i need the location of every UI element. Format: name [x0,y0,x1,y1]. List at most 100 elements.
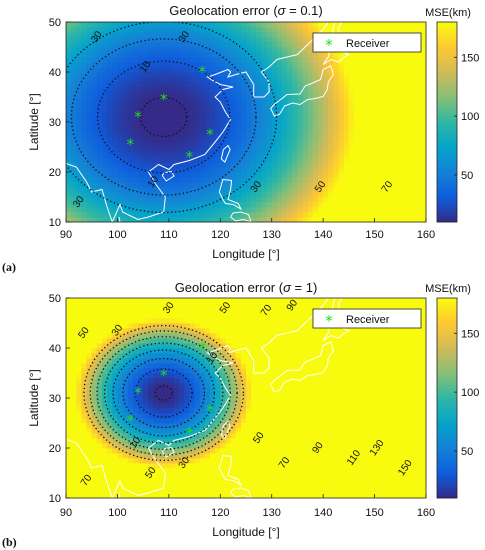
heatmap-cell [71,443,77,449]
heatmap-cell [302,137,309,143]
heatmap-cell [292,348,298,354]
heatmap-cell [86,343,93,349]
heatmap-cell [210,57,216,63]
heatmap-cell [179,32,185,38]
heatmap-cell [194,383,201,389]
heatmap-cell [81,458,87,464]
heatmap-cell [297,413,303,419]
heatmap-cell [333,142,339,148]
heatmap-cell [81,102,87,108]
heatmap-cell [338,207,345,213]
heatmap-cell [318,57,324,63]
heatmap-cell [215,338,221,344]
heatmap-cell [338,212,345,218]
heatmap-cell [215,32,221,38]
heatmap-cell [122,77,129,83]
heatmap-cell [148,303,154,309]
heatmap-cell [276,157,283,163]
heatmap-cell [328,438,334,444]
heatmap-cell [235,187,242,193]
heatmap-cell [302,157,309,163]
heatmap-cell [179,418,185,424]
heatmap-cell [256,308,262,314]
heatmap-cell [297,77,303,83]
heatmap-cell [148,298,154,304]
heatmap-cell [174,338,180,344]
heatmap-cell [76,197,82,203]
heatmap-cell [148,157,154,163]
heatmap-cell [390,92,396,98]
heatmap-cell [174,358,180,364]
heatmap-cell [364,137,370,143]
heatmap-cell [271,418,278,424]
heatmap-cell [297,488,303,494]
heatmap-cell [261,127,267,133]
heatmap-cell [410,27,417,33]
heatmap-cell [204,172,211,178]
heatmap-cell [261,137,267,143]
heatmap-cell [96,132,103,138]
heatmap-cell [163,162,170,168]
heatmap-cell [107,463,113,469]
heatmap-cell [76,358,82,364]
heatmap-cell [132,313,139,319]
heatmap-cell [328,157,334,163]
heatmap-cell [189,187,195,193]
heatmap-cell [333,217,339,223]
heatmap-cell [122,478,129,484]
heatmap-cell [189,182,195,188]
heatmap-cell [318,187,324,193]
heatmap-cell [282,333,288,339]
heatmap-cell [225,303,231,309]
heatmap-cell [420,137,427,143]
heatmap-cell [107,157,113,163]
heatmap-cell [328,473,334,479]
heatmap-cell [66,458,72,464]
heatmap-cell [184,187,190,193]
heatmap-cell [256,82,262,88]
heatmap-cell [240,393,247,399]
heatmap-cell [184,413,190,419]
heatmap-cell [271,373,278,379]
heatmap-cell [256,32,262,38]
heatmap-cell [153,323,159,329]
heatmap-cell [251,67,257,73]
heatmap-cell [66,107,72,113]
heatmap-cell [297,97,303,103]
heatmap-cell [384,202,391,208]
heatmap-cell [282,418,288,424]
heatmap-cell [282,468,288,474]
heatmap-cell [354,112,360,118]
heatmap-cell [312,92,319,98]
heatmap-cell [261,348,267,354]
heatmap-cell [266,22,273,28]
heatmap-cell [143,343,149,349]
heatmap-cell [297,212,303,218]
heatmap-cell [338,107,345,113]
heatmap-cell [184,42,190,48]
heatmap-cell [220,137,226,143]
heatmap-cell [230,157,237,163]
heatmap-cell [240,162,247,168]
heatmap-cell [271,32,278,38]
heatmap-cell [138,142,144,148]
heatmap-cell [369,87,375,93]
heatmap-cell [390,22,396,28]
heatmap-cell [204,428,211,434]
heatmap-cell [127,488,134,494]
heatmap-cell [66,308,72,314]
heatmap-cell [174,162,180,168]
heatmap-cell [189,77,195,83]
heatmap-cell [287,358,293,364]
heatmap-cell [251,418,257,424]
heatmap-cell [184,82,190,88]
heatmap-cell [86,493,93,499]
heatmap-cell [323,157,329,163]
heatmap-cell [266,343,273,349]
heatmap-cell [282,102,288,108]
heatmap-cell [143,217,149,223]
heatmap-cell [379,172,386,178]
heatmap-cell [348,217,355,223]
heatmap-cell [81,117,87,123]
heatmap-cell [143,22,149,28]
